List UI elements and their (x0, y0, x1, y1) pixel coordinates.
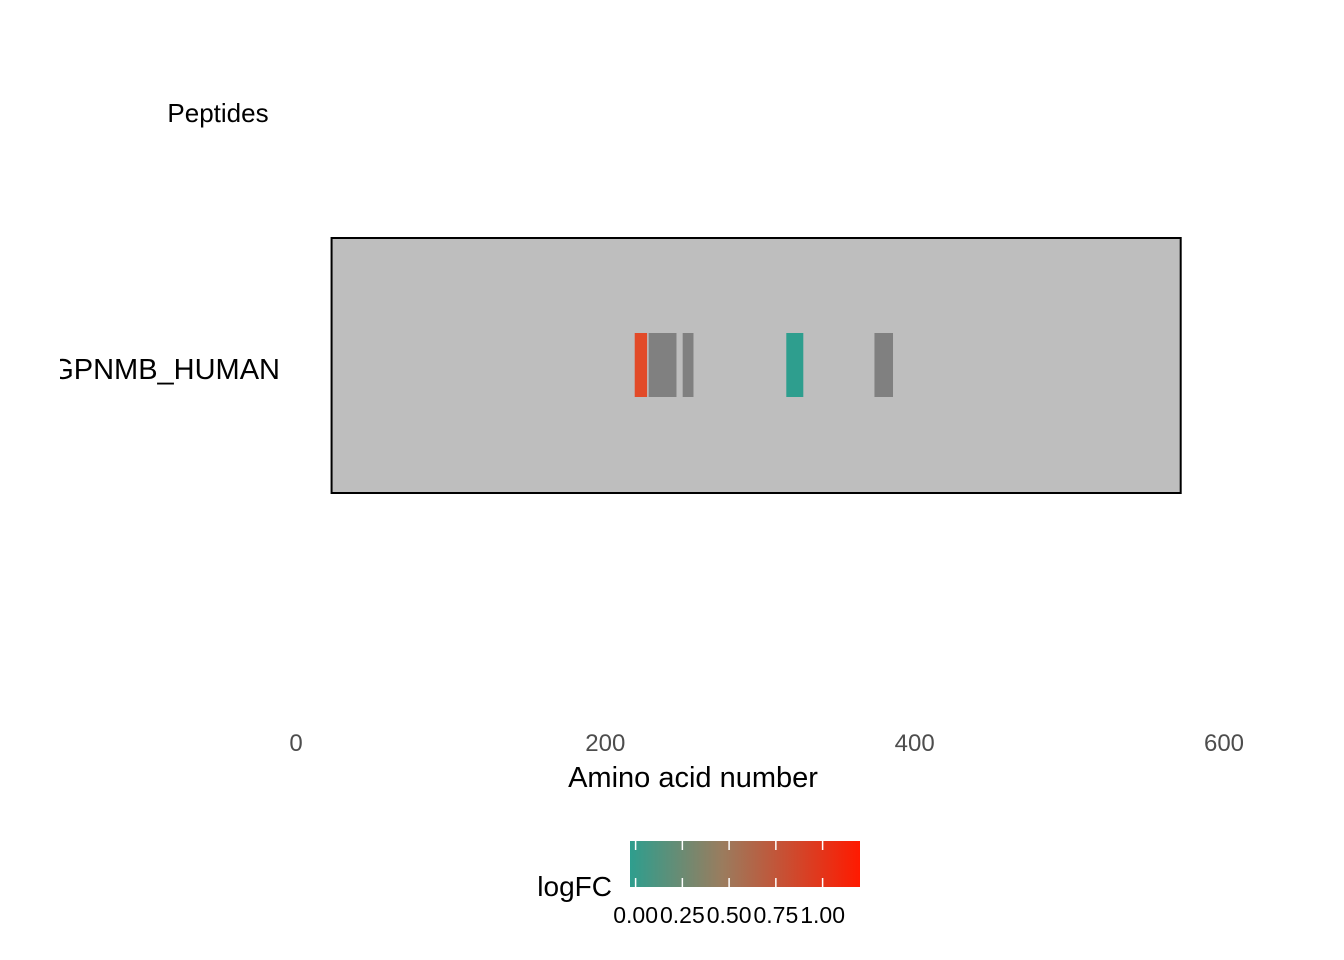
x-tick-label: 400 (895, 730, 935, 757)
protein-label-layer: GPNMB_HUMAN (51, 354, 280, 386)
legend-tick-label: 0.25 (660, 902, 705, 928)
track-label: Peptides (167, 98, 268, 128)
x-tick-label: 600 (1204, 730, 1244, 757)
legend-colorbar (630, 841, 860, 887)
legend-tick-label: 0.00 (613, 902, 658, 928)
protein-layer (330, 237, 1182, 494)
x-tick-label: 200 (585, 730, 625, 757)
x-tick-label: 0 (289, 730, 302, 757)
legend-tick-label: 0.75 (753, 902, 798, 928)
x-axis-ticks: 0 200 400 600 (289, 730, 1244, 757)
legend: logFC 0.00 0.25 0.50 0.75 1.00 (537, 841, 860, 928)
peptide-bar (874, 333, 894, 397)
legend-tick-label: 0.50 (707, 902, 752, 928)
x-axis-label: Amino acid number (568, 762, 818, 794)
peptide-bar (786, 333, 804, 397)
peptide-bar (648, 333, 677, 397)
peptide-bar (634, 333, 648, 397)
peptide-layer (634, 333, 894, 397)
legend-tick-label: 1.00 (800, 902, 845, 928)
legend-title: logFC (537, 871, 612, 902)
protein-label: GPNMB_HUMAN (51, 354, 280, 386)
protein-bar (330, 237, 1182, 494)
legend-ticks: 0.00 0.25 0.50 0.75 1.00 (613, 841, 845, 928)
peptide-bar (682, 333, 694, 397)
